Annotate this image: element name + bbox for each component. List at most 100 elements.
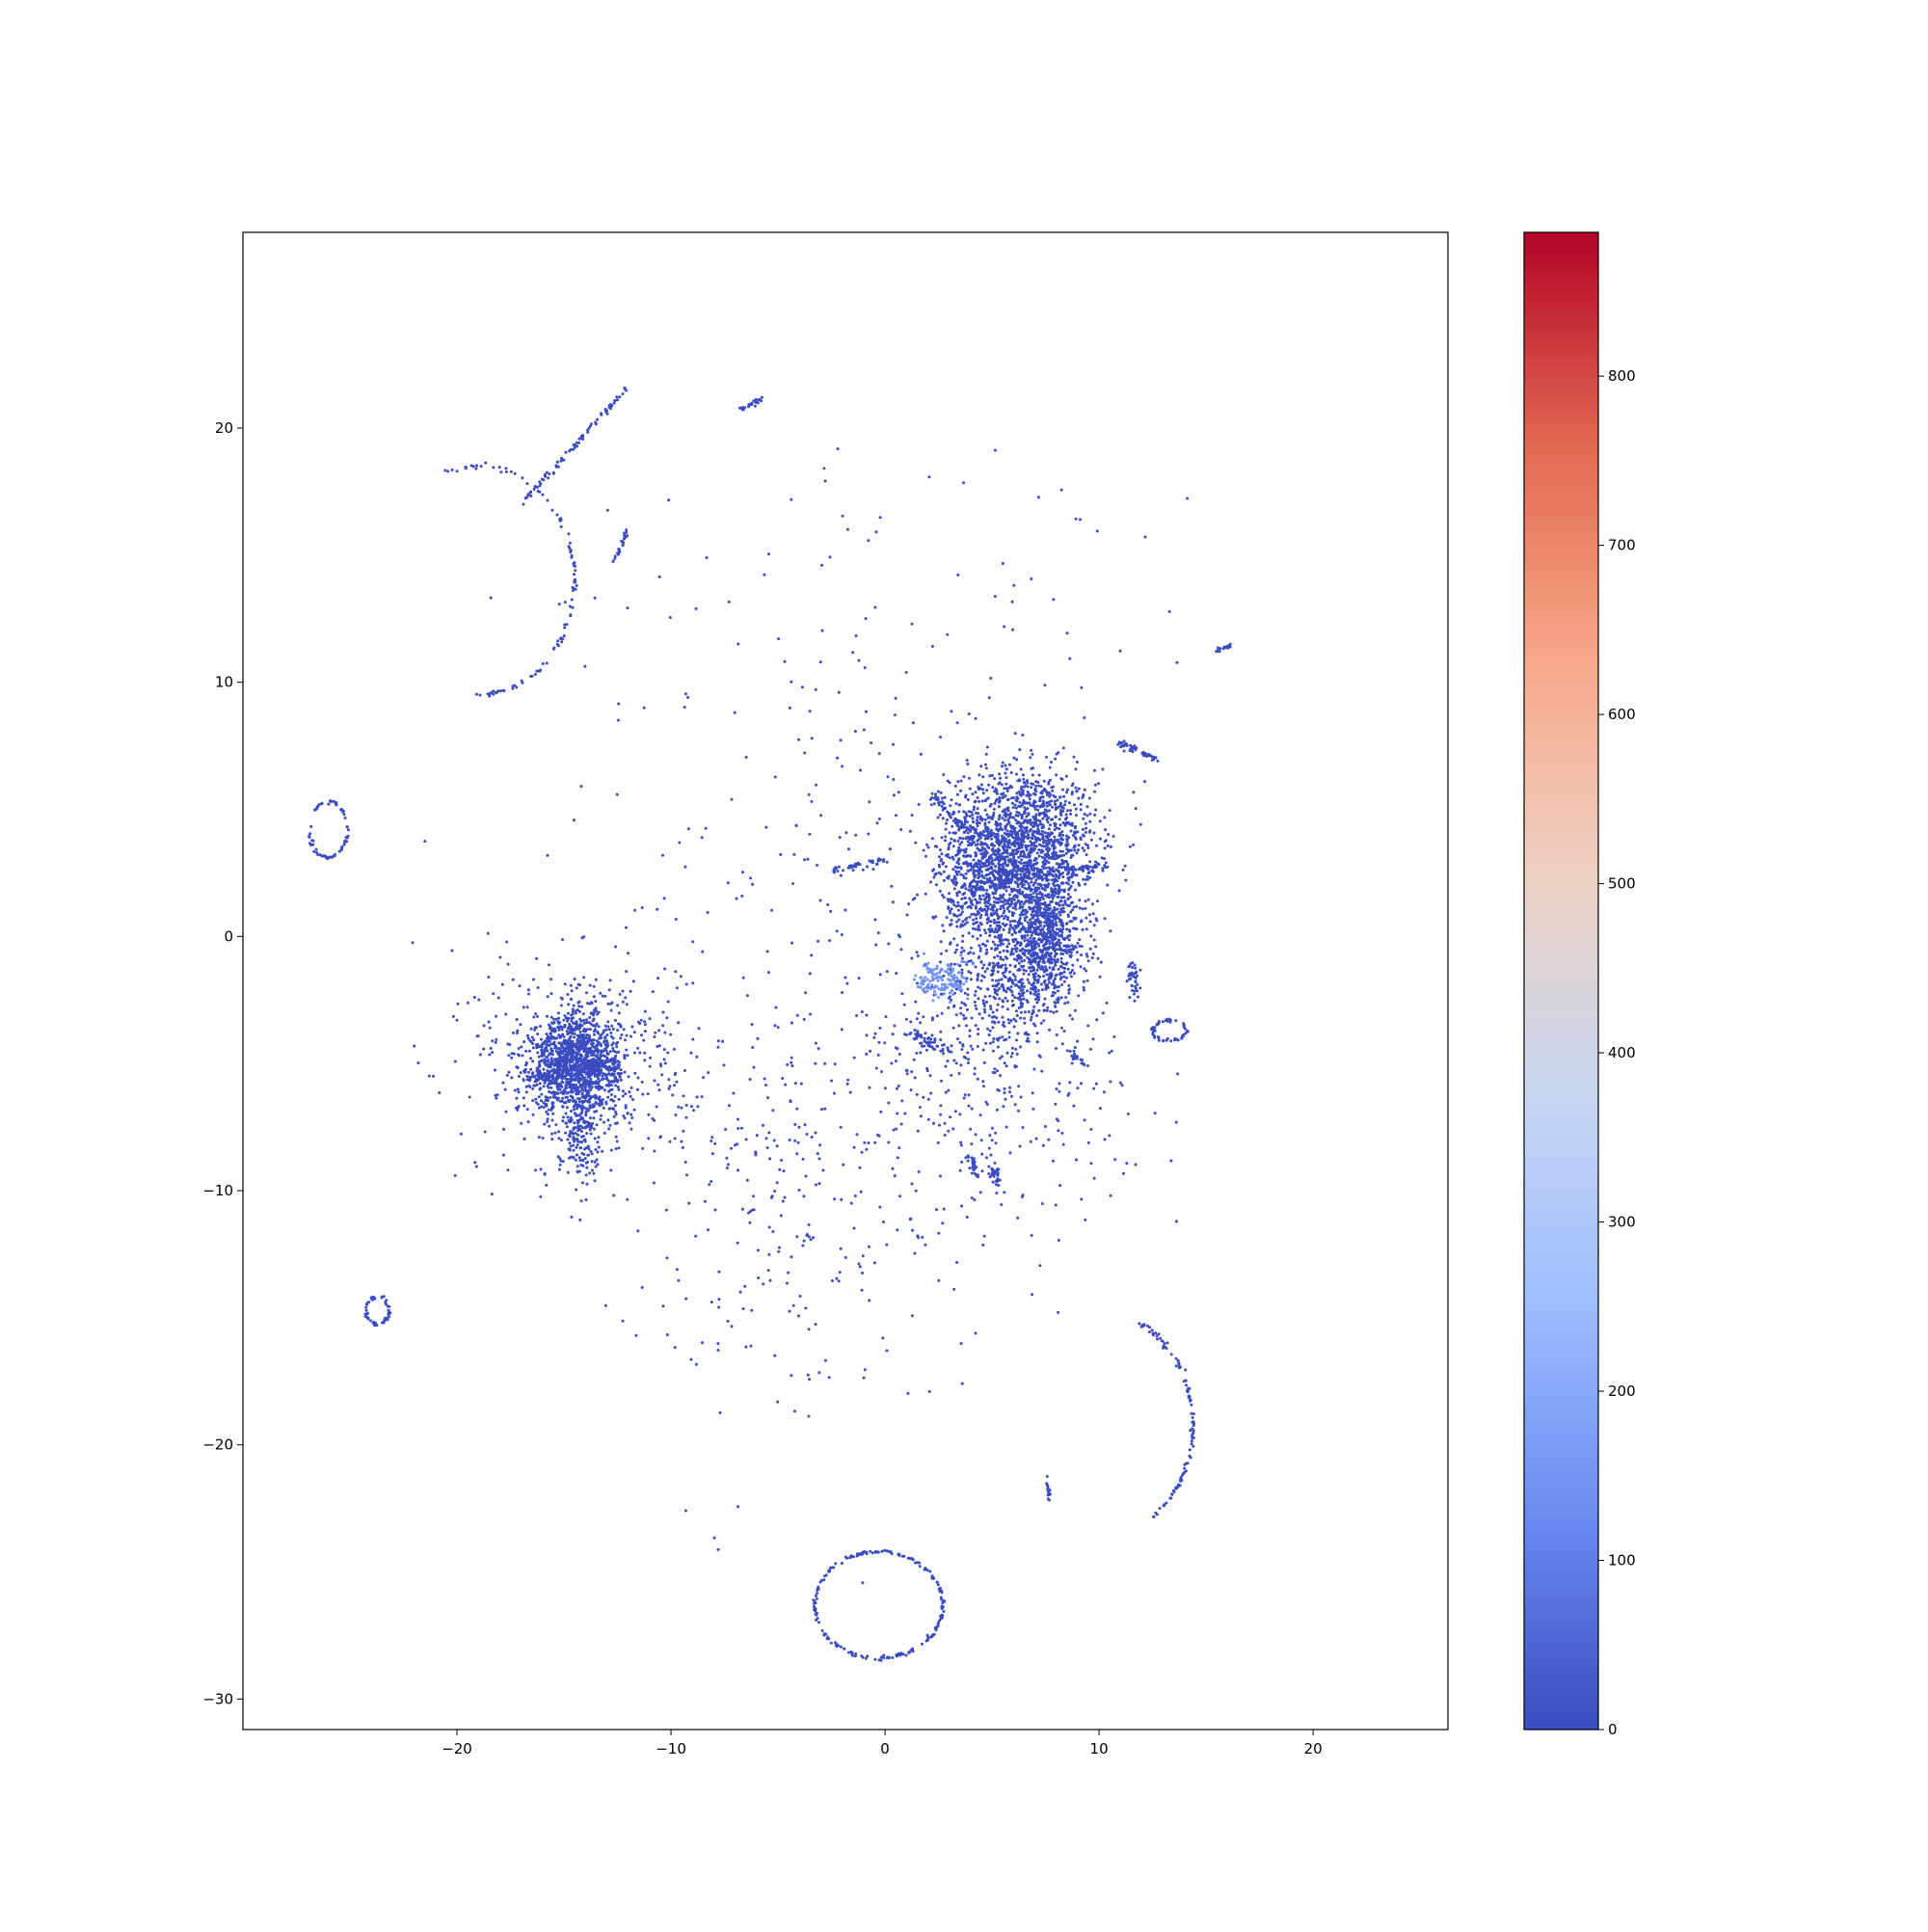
scatter-point <box>1031 957 1035 961</box>
scatter-point <box>585 1018 588 1022</box>
scatter-point <box>504 1012 508 1016</box>
scatter-point <box>596 1012 599 1016</box>
scatter-point <box>1037 818 1041 822</box>
scatter-point <box>586 1028 590 1032</box>
scatter-point <box>504 1110 508 1114</box>
scatter-point <box>978 916 982 920</box>
scatter-point <box>561 938 564 942</box>
scatter-point <box>1066 1093 1070 1097</box>
scatter-point <box>1017 1109 1020 1113</box>
scatter-point <box>942 929 946 933</box>
scatter-point <box>1073 1008 1077 1012</box>
scatter-point <box>630 1116 634 1119</box>
scatter-point <box>1041 1143 1045 1147</box>
scatter-point <box>512 1031 515 1034</box>
scatter-point <box>1028 853 1031 857</box>
scatter-point <box>1013 957 1016 961</box>
scatter-point <box>522 1079 525 1083</box>
scatter-point <box>1088 875 1092 879</box>
scatter-point <box>1094 860 1097 864</box>
scatter-point <box>1041 949 1044 953</box>
scatter-point <box>947 876 951 880</box>
scatter-point <box>968 824 972 828</box>
scatter-point <box>1004 858 1006 862</box>
scatter-point <box>1028 957 1031 961</box>
scatter-point <box>1042 863 1046 867</box>
scatter-point <box>1036 900 1040 904</box>
scatter-point <box>1059 841 1063 845</box>
scatter-point <box>971 1047 975 1051</box>
scatter-point <box>978 865 982 869</box>
scatter-point <box>1073 831 1077 835</box>
scatter-point <box>973 912 976 916</box>
scatter-point <box>505 1073 509 1077</box>
scatter-point <box>586 1002 589 1006</box>
scatter-point <box>1059 996 1063 1000</box>
scatter-point <box>549 1091 553 1094</box>
scatter-point <box>939 960 942 964</box>
scatter-point <box>917 1011 921 1015</box>
scatter-point <box>1070 944 1074 948</box>
scatter-point <box>994 892 998 895</box>
scatter-point <box>561 1059 565 1062</box>
scatter-point <box>1064 950 1068 953</box>
scatter-point <box>1016 996 1020 1000</box>
scatter-point <box>982 963 986 967</box>
scatter-point <box>1041 790 1045 793</box>
scatter-point <box>538 1064 542 1068</box>
scatter-point <box>1047 782 1051 786</box>
scatter-point <box>1009 1055 1013 1059</box>
scatter-point <box>1094 808 1098 812</box>
scatter-point <box>585 991 588 995</box>
scatter-point <box>1064 813 1068 817</box>
scatter-point <box>1035 867 1039 871</box>
scatter-point <box>1015 958 1019 962</box>
scatter-point <box>1030 1015 1033 1019</box>
scatter-point <box>1090 956 1094 959</box>
scatter-point <box>965 813 969 817</box>
scatter-point <box>942 878 946 882</box>
scatter-point <box>950 907 953 911</box>
scatter-point <box>984 904 988 908</box>
scatter-point <box>1031 1008 1035 1012</box>
scatter-point <box>1082 985 1085 989</box>
scatter-point <box>987 1172 991 1175</box>
scatter-point <box>964 900 968 904</box>
scatter-point <box>578 1218 582 1221</box>
scatter-point <box>563 1089 567 1093</box>
scatter-point <box>1010 899 1013 903</box>
scatter-point <box>1048 966 1052 970</box>
scatter-point <box>1018 845 1022 849</box>
scatter-point <box>1072 926 1076 930</box>
scatter-point <box>932 802 936 806</box>
scatter-point <box>973 1072 977 1076</box>
scatter-point <box>951 1026 955 1030</box>
scatter-point <box>1010 999 1014 1003</box>
scatter-point <box>996 792 999 795</box>
scatter-point <box>963 896 967 899</box>
scatter-point <box>974 906 977 910</box>
scatter-point <box>1032 929 1036 932</box>
scatter-point <box>1025 915 1029 919</box>
scatter-point <box>553 1046 557 1050</box>
scatter-point <box>940 1011 944 1015</box>
scatter-point <box>977 911 981 915</box>
scatter-point <box>1050 856 1054 860</box>
scatter-point <box>916 981 919 985</box>
scatter-point <box>1019 941 1023 945</box>
scatter-point <box>1017 961 1021 965</box>
scatter-point <box>1036 980 1040 984</box>
scatter-point <box>993 1067 997 1071</box>
scatter-point <box>577 1060 581 1063</box>
scatter-point <box>672 1047 676 1051</box>
scatter-point <box>1058 941 1062 945</box>
scatter-point <box>952 839 956 843</box>
scatter-point <box>1085 954 1089 958</box>
scatter-point <box>1058 934 1061 938</box>
scatter-point <box>1071 969 1074 972</box>
scatter-point <box>1121 868 1125 872</box>
scatter-point <box>991 870 995 873</box>
scatter-point <box>964 862 968 865</box>
scatter-point <box>575 1052 578 1056</box>
scatter-point <box>1026 801 1030 805</box>
